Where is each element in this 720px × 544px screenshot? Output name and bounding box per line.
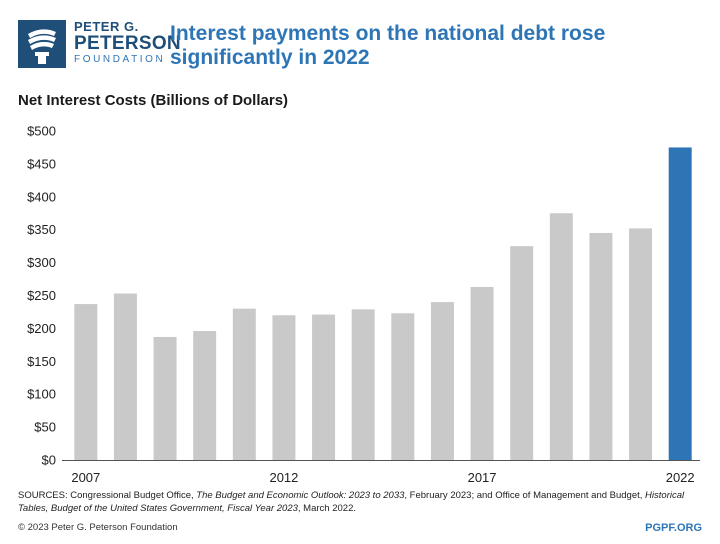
bar-2019	[549, 213, 573, 460]
y-tick-label: $150	[27, 354, 56, 369]
bar-chart: $0 $50 $100 $150 $200 $250 $300 $350 $400 $450 $50…	[27, 124, 700, 484]
logo-line-1: PETER G.	[74, 19, 139, 34]
y-tick-label: $450	[27, 156, 56, 171]
x-tick-label: 2017	[468, 470, 497, 484]
bar-2011	[232, 308, 256, 460]
bar-2009	[153, 336, 177, 460]
bar-2007	[74, 304, 98, 460]
y-tick-label: $400	[27, 189, 56, 204]
sources-title-1: The Budget and Economic Outlook: 2023 to…	[196, 490, 405, 501]
bar-2017	[470, 286, 494, 460]
bars	[74, 147, 692, 460]
sources-mid: , February 2023; and Office of Managemen…	[404, 490, 646, 501]
torch-icon	[18, 20, 66, 68]
logo-line-2: PETERSON	[74, 33, 181, 54]
sources-suffix: , March 2022.	[297, 503, 356, 514]
site-link[interactable]: PGPF.ORG	[645, 522, 702, 534]
y-axis: $0 $50 $100 $150 $200 $250 $300 $350 $400 $450 $50…	[27, 124, 700, 468]
bar-2010	[193, 331, 217, 460]
bar-2012	[272, 315, 296, 460]
logo-text: PETER G. PETERSON FOUNDATION	[74, 19, 181, 66]
chart-title: Interest payments on the national debt r…	[170, 22, 606, 69]
bar-2021	[629, 228, 653, 460]
bar-2013	[312, 314, 336, 460]
y-tick-label: $500	[27, 124, 56, 139]
y-tick-label: $50	[34, 420, 56, 435]
y-tick-label: $250	[27, 288, 56, 303]
sources-note: SOURCES: Congressional Budget Office, Th…	[18, 489, 708, 515]
chart-subtitle: Net Interest Costs (Billions of Dollars)	[18, 92, 289, 109]
bar-2018	[510, 246, 534, 460]
header: PETER G. PETERSON FOUNDATION Interest pa…	[18, 14, 708, 76]
x-axis: 2007 2012 2017 2022	[71, 470, 694, 484]
x-tick-label: 2022	[666, 470, 695, 484]
copyright: © 2023 Peter G. Peterson Foundation	[18, 522, 178, 533]
bar-2022	[668, 147, 692, 460]
sources-prefix: SOURCES: Congressional Budget Office,	[18, 490, 197, 501]
bar-2015	[391, 313, 415, 460]
y-tick-label: $300	[27, 255, 56, 270]
bar-2014	[351, 309, 375, 460]
logo-line-3: FOUNDATION	[74, 54, 166, 65]
y-tick-label: $200	[27, 321, 56, 336]
bar-2016	[430, 302, 454, 460]
x-tick-label: 2007	[71, 470, 100, 484]
bar-2020	[589, 232, 613, 460]
y-tick-label: $100	[27, 387, 56, 402]
bar-2008	[113, 293, 137, 460]
y-tick-label: $350	[27, 222, 56, 237]
x-tick-label: 2012	[269, 470, 298, 484]
y-tick-label: $0	[42, 453, 56, 468]
sources-title-2: Historical Tables, Budget of the United …	[18, 490, 685, 514]
